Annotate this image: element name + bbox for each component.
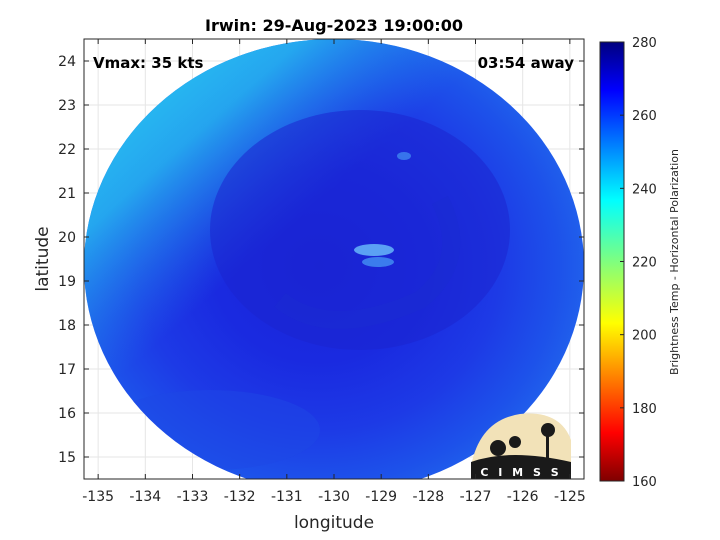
colorbar-tick-label: 200 xyxy=(632,329,657,344)
y-tick-label: 16 xyxy=(58,406,76,422)
tick-marks xyxy=(84,39,584,479)
colorbar-label: Brightness Temp - Horizontal Polarizatio… xyxy=(668,149,681,375)
vmax-annotation: Vmax: 35 kts xyxy=(93,54,203,72)
y-tick-labels: 15 16 17 18 19 20 21 22 23 24 xyxy=(58,54,76,466)
x-tick-label: -134 xyxy=(129,489,161,505)
x-axis-label: longitude xyxy=(294,513,374,533)
x-tick-label: -130 xyxy=(318,489,350,505)
x-tick-label: -131 xyxy=(271,489,303,505)
spiral-band xyxy=(274,195,461,329)
y-tick-label: 21 xyxy=(58,186,76,202)
colorbar-ticks: 160 180 200 220 240 260 280 xyxy=(620,36,657,490)
eye-feature xyxy=(354,244,394,256)
time-away-annotation: 03:54 away xyxy=(478,54,575,72)
y-tick-label: 23 xyxy=(58,98,76,114)
x-tick-label: -129 xyxy=(365,489,397,505)
x-tick-label: -132 xyxy=(224,489,256,505)
y-tick-label: 18 xyxy=(58,318,76,334)
x-tick-label: -135 xyxy=(82,489,114,505)
brightness-swath xyxy=(84,39,584,479)
y-tick-label: 17 xyxy=(58,362,76,378)
y-tick-label: 24 xyxy=(58,54,76,70)
chart-title: Irwin: 29-Aug-2023 19:00:00 xyxy=(205,16,463,35)
y-tick-label: 20 xyxy=(58,230,76,246)
x-tick-label: -126 xyxy=(507,489,539,505)
colorbar-tick-label: 260 xyxy=(632,109,657,124)
colorbar-tick-label: 220 xyxy=(632,256,657,271)
y-tick-label: 15 xyxy=(58,450,76,466)
x-tick-label: -125 xyxy=(554,489,586,505)
y-axis-label: latitude xyxy=(33,226,53,291)
colorbar-tick-label: 280 xyxy=(632,36,657,51)
cimss-logo: C I M S S xyxy=(471,413,571,479)
small-feature xyxy=(397,152,411,160)
colorbar-tick-label: 240 xyxy=(632,182,657,197)
x-tick-labels: -135 -134 -133 -132 -131 -130 -129 -128 -127 -126… xyxy=(82,489,585,505)
svg-text:C I M S S: C I M S S xyxy=(480,466,561,479)
colorbar-tick-label: 180 xyxy=(632,402,657,417)
x-tick-label: -128 xyxy=(412,489,444,505)
x-tick-label: -127 xyxy=(460,489,492,505)
x-tick-label: -133 xyxy=(177,489,209,505)
y-tick-label: 19 xyxy=(58,274,76,290)
y-tick-label: 22 xyxy=(58,142,76,158)
colorbar-tick-label: 160 xyxy=(632,475,657,490)
eye-feature-lower xyxy=(362,257,394,267)
